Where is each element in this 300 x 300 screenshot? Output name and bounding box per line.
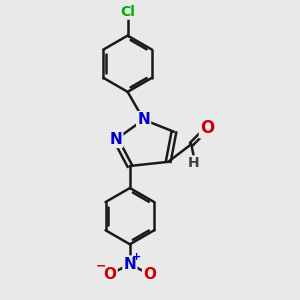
Text: O: O <box>143 267 156 282</box>
Text: N: N <box>110 132 122 147</box>
Text: O: O <box>103 267 117 282</box>
Text: N: N <box>124 256 136 272</box>
Text: −: − <box>96 260 106 273</box>
Text: N: N <box>137 112 150 127</box>
Text: +: + <box>132 252 141 262</box>
Text: Cl: Cl <box>120 4 135 19</box>
Text: O: O <box>200 119 214 137</box>
Text: H: H <box>188 156 200 170</box>
